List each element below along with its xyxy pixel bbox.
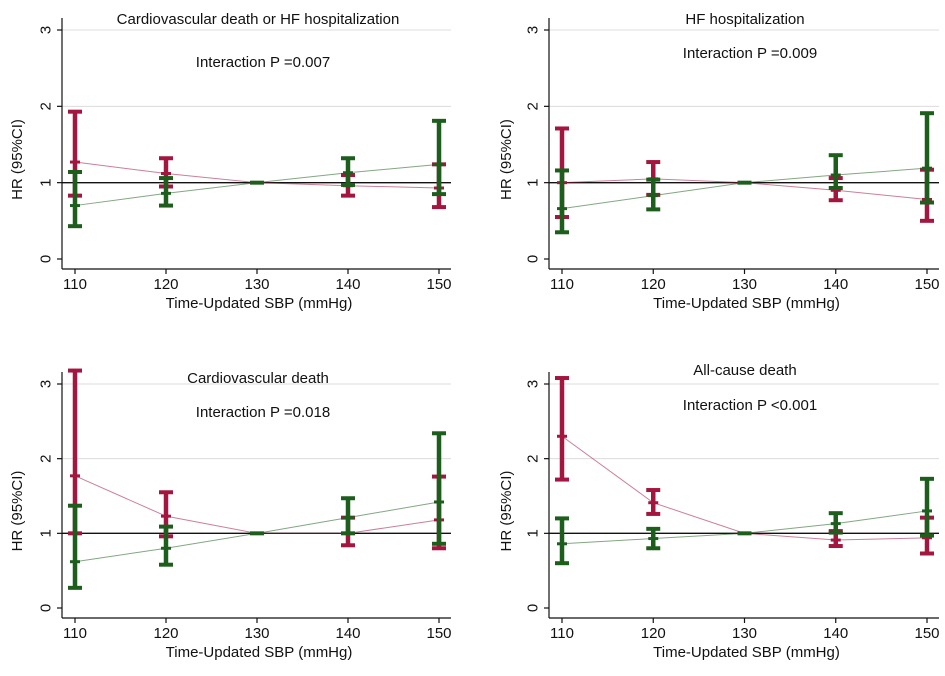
series-green-trend-line <box>74 163 440 207</box>
x-tick-label: 140 <box>823 276 848 293</box>
y-tick-label: 2 <box>38 102 55 110</box>
interaction-p-value: Interaction P =0.018 <box>196 404 330 421</box>
series-red-trend-line <box>561 435 928 541</box>
panel-title: Cardiovascular death <box>187 370 329 387</box>
errorbar-green-110 <box>555 168 569 235</box>
errorbar-green-150 <box>920 111 934 205</box>
errorbar-green-120 <box>646 526 661 551</box>
errorbar-green-140 <box>341 496 355 536</box>
errorbar-green-140 <box>828 511 843 535</box>
x-tick-label: 130 <box>732 276 757 293</box>
y-axis-label: HR (95%CI) <box>498 471 515 552</box>
x-tick-label: 120 <box>641 625 666 642</box>
panel-title: HF hospitalization <box>685 11 804 28</box>
x-tick-label: 120 <box>153 625 178 642</box>
x-tick-label: 120 <box>153 276 178 293</box>
series-red-trend-line <box>74 475 440 534</box>
y-tick-label: 3 <box>38 26 55 34</box>
errorbar-green-110 <box>68 169 82 229</box>
errorbar-green-110 <box>555 516 569 566</box>
x-tick-label: 110 <box>63 625 87 642</box>
errorbar-red-110 <box>555 376 569 482</box>
y-tick-label: 1 <box>38 529 55 537</box>
chart-panel-3: 0 1 2 3 110 120 130 140 150 Time-Updated SBP (mmH… <box>9 368 452 661</box>
errorbar-green-150 <box>432 118 446 197</box>
chart-panel-2: 0 1 2 3 110 120 130 140 150 Time-Updated SBP (mmH… <box>498 11 940 312</box>
panel-title: Cardiovascular death or HF hospitalizati… <box>117 11 400 28</box>
x-tick-label: 140 <box>823 625 848 642</box>
x-tick-label: 130 <box>244 625 269 642</box>
x-tick-label: 110 <box>550 276 574 293</box>
y-tick-label: 1 <box>525 529 542 537</box>
x-tick-label: 140 <box>335 276 360 293</box>
errorbar-green-150 <box>920 476 934 538</box>
errorbar-green-110 <box>68 503 82 590</box>
y-tick-label: 3 <box>525 26 542 34</box>
x-tick-label: 150 <box>914 625 939 642</box>
interaction-p-value: Interaction P =0.007 <box>196 54 330 71</box>
x-tick-label: 110 <box>63 276 87 293</box>
y-tick-label: 2 <box>525 454 542 462</box>
panel-title: All-cause death <box>693 362 796 379</box>
x-tick-label: 150 <box>914 276 939 293</box>
y-tick-label: 0 <box>38 604 55 612</box>
series-green-trend-line <box>561 167 928 210</box>
x-axis-label: Time-Updated SBP (mmHg) <box>653 295 840 312</box>
y-tick-label: 1 <box>525 178 542 186</box>
y-axis-label: HR (95%CI) <box>9 471 26 552</box>
y-tick-label: 0 <box>525 255 542 263</box>
chart-panel-1: 0 1 2 3 110 120 130 140 150 Time-Updated SBP (mmH… <box>9 11 452 312</box>
errorbar-green-120 <box>646 177 661 212</box>
x-tick-label: 130 <box>732 625 757 642</box>
y-tick-label: 3 <box>525 380 542 388</box>
errorbar-green-120 <box>159 524 173 567</box>
y-axis-label: HR (95%CI) <box>498 119 515 200</box>
chart-panel-4: 0 1 2 3 110 120 130 140 150 Time-Updated SBP (mmH… <box>498 362 940 661</box>
y-axis-label: HR (95%CI) <box>9 119 26 200</box>
x-tick-label: 130 <box>244 276 269 293</box>
y-tick-label: 0 <box>525 604 542 612</box>
errorbar-green-140 <box>828 153 843 191</box>
y-tick-label: 1 <box>38 178 55 186</box>
x-tick-label: 150 <box>426 276 451 293</box>
interaction-p-value: Interaction P <0.001 <box>683 397 817 414</box>
x-axis-label: Time-Updated SBP (mmHg) <box>166 295 353 312</box>
errorbar-green-150 <box>432 431 446 546</box>
y-tick-label: 3 <box>38 380 55 388</box>
x-tick-label: 150 <box>426 625 451 642</box>
x-tick-label: 110 <box>550 625 574 642</box>
errorbar-green-120 <box>159 176 173 208</box>
y-tick-label: 2 <box>38 454 55 462</box>
x-axis-label: Time-Updated SBP (mmHg) <box>653 644 840 661</box>
x-tick-label: 140 <box>335 625 360 642</box>
y-tick-label: 0 <box>38 255 55 263</box>
errorbar-red-120 <box>646 488 661 516</box>
errorbar-green-140 <box>341 156 355 187</box>
x-tick-label: 120 <box>641 276 666 293</box>
y-tick-label: 2 <box>525 102 542 110</box>
x-axis-label: Time-Updated SBP (mmHg) <box>166 644 353 661</box>
interaction-p-value: Interaction P =0.009 <box>683 45 817 62</box>
